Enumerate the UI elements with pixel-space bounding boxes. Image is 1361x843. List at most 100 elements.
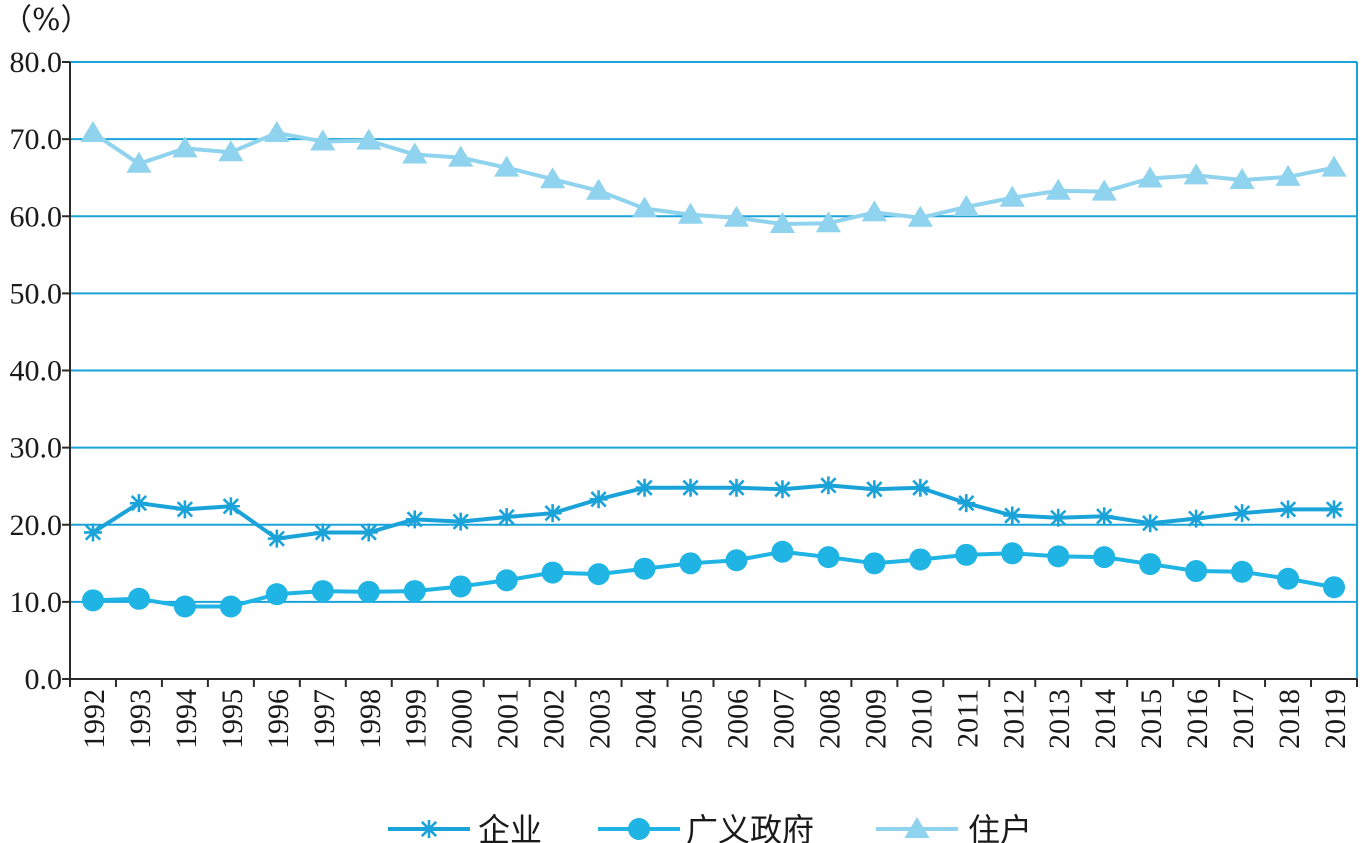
- legend-marker: [420, 820, 438, 838]
- legend-marker: [628, 818, 650, 840]
- legend: 企业 广义政府 住户: [388, 811, 1032, 843]
- data-point: [909, 548, 932, 571]
- series-lines: [80, 120, 1347, 618]
- data-point: [219, 595, 242, 618]
- x-tick-label: 2002: [538, 689, 571, 749]
- data-point: [310, 129, 336, 151]
- data-point: [819, 476, 838, 495]
- data-point: [267, 529, 286, 548]
- data-point: [769, 211, 796, 233]
- x-tick-label: 1997: [308, 689, 341, 749]
- data-point: [403, 580, 426, 603]
- x-tick-label: 2014: [1089, 689, 1122, 749]
- data-point: [313, 523, 332, 542]
- data-point: [1091, 179, 1117, 201]
- data-point: [359, 523, 378, 542]
- data-point: [265, 583, 288, 606]
- data-point: [1229, 168, 1255, 190]
- data-point: [1045, 178, 1071, 200]
- x-tick-label: 1998: [354, 689, 387, 749]
- data-point: [1325, 500, 1344, 519]
- data-point: [907, 205, 933, 227]
- axes: [62, 61, 1358, 687]
- data-point: [448, 145, 474, 167]
- data-point: [357, 580, 380, 603]
- data-point: [1137, 166, 1163, 188]
- data-point: [540, 167, 566, 189]
- y-tick-label: 60.0: [10, 200, 63, 233]
- data-point: [1049, 508, 1068, 527]
- x-tick-label: 2016: [1181, 689, 1214, 749]
- y-tick-label: 50.0: [10, 277, 63, 310]
- data-point: [911, 478, 930, 497]
- data-point: [264, 120, 290, 142]
- data-point: [589, 490, 608, 509]
- x-tick-label: 2008: [813, 689, 846, 749]
- data-point: [494, 155, 520, 177]
- x-axis-ticks: 1992 1993 1994 1995 1996 1997 1998 1999 2000 2001…: [78, 689, 1352, 749]
- data-point: [955, 543, 978, 566]
- data-point: [1187, 509, 1206, 528]
- data-point: [861, 200, 887, 222]
- data-point: [495, 569, 518, 592]
- y-tick-label: 80.0: [10, 46, 63, 79]
- data-point: [1279, 500, 1298, 519]
- data-point: [405, 510, 424, 529]
- data-point: [1139, 553, 1162, 576]
- series-line: [91, 483, 1335, 541]
- data-point: [81, 589, 104, 612]
- data-point: [957, 494, 976, 513]
- x-tick-label: 2004: [630, 689, 663, 749]
- data-point: [1093, 546, 1116, 569]
- data-point: [1323, 576, 1346, 599]
- data-point: [221, 497, 240, 516]
- data-point: [863, 552, 886, 575]
- series-triangle: [80, 120, 1347, 233]
- data-point: [1003, 506, 1022, 525]
- series-line: [92, 549, 1335, 609]
- legend-marker: [904, 817, 930, 838]
- data-point: [1231, 560, 1254, 583]
- x-tick-label: 2005: [676, 689, 709, 749]
- data-point: [1185, 560, 1208, 583]
- data-point: [218, 140, 244, 162]
- data-point: [723, 205, 750, 227]
- data-point: [677, 202, 704, 224]
- gridlines: [70, 61, 1358, 679]
- y-tick-label: 0.0: [25, 663, 63, 696]
- data-point: [497, 508, 516, 527]
- data-point: [953, 194, 979, 216]
- data-point: [865, 480, 884, 499]
- x-tick-label: 2018: [1273, 689, 1306, 749]
- data-point: [311, 580, 334, 603]
- data-point: [83, 523, 102, 542]
- legend-label: 广义政府: [686, 811, 814, 843]
- data-point: [1183, 163, 1209, 185]
- data-point: [1001, 542, 1024, 565]
- x-tick-label: 2011: [951, 689, 984, 748]
- y-axis-ticks: 0.0 10.0 20.0 30.0 40.0 50.0 60.0 70.0 80.0: [10, 46, 63, 696]
- series-asterisk: [83, 476, 1344, 548]
- data-point: [773, 480, 792, 499]
- x-tick-label: 2012: [997, 689, 1030, 749]
- legend-item: 企业: [388, 811, 542, 843]
- y-tick-label: 30.0: [10, 432, 63, 465]
- y-tick-label: 70.0: [10, 123, 63, 156]
- data-point: [172, 136, 198, 158]
- x-tick-label: 1999: [400, 689, 433, 749]
- legend-item: 住户: [876, 811, 1032, 843]
- data-point: [80, 120, 106, 142]
- x-tick-label: 2019: [1319, 689, 1352, 749]
- series-circle: [81, 540, 1346, 618]
- x-tick-label: 2006: [721, 689, 754, 749]
- data-point: [725, 549, 748, 572]
- data-point: [1141, 514, 1160, 533]
- series-line: [91, 130, 1335, 226]
- y-tick-label: 40.0: [10, 355, 63, 388]
- data-point: [1047, 545, 1070, 568]
- data-point: [815, 211, 842, 233]
- x-tick-label: 2010: [905, 689, 938, 749]
- data-point: [402, 142, 428, 164]
- x-tick-label: 2009: [859, 689, 892, 749]
